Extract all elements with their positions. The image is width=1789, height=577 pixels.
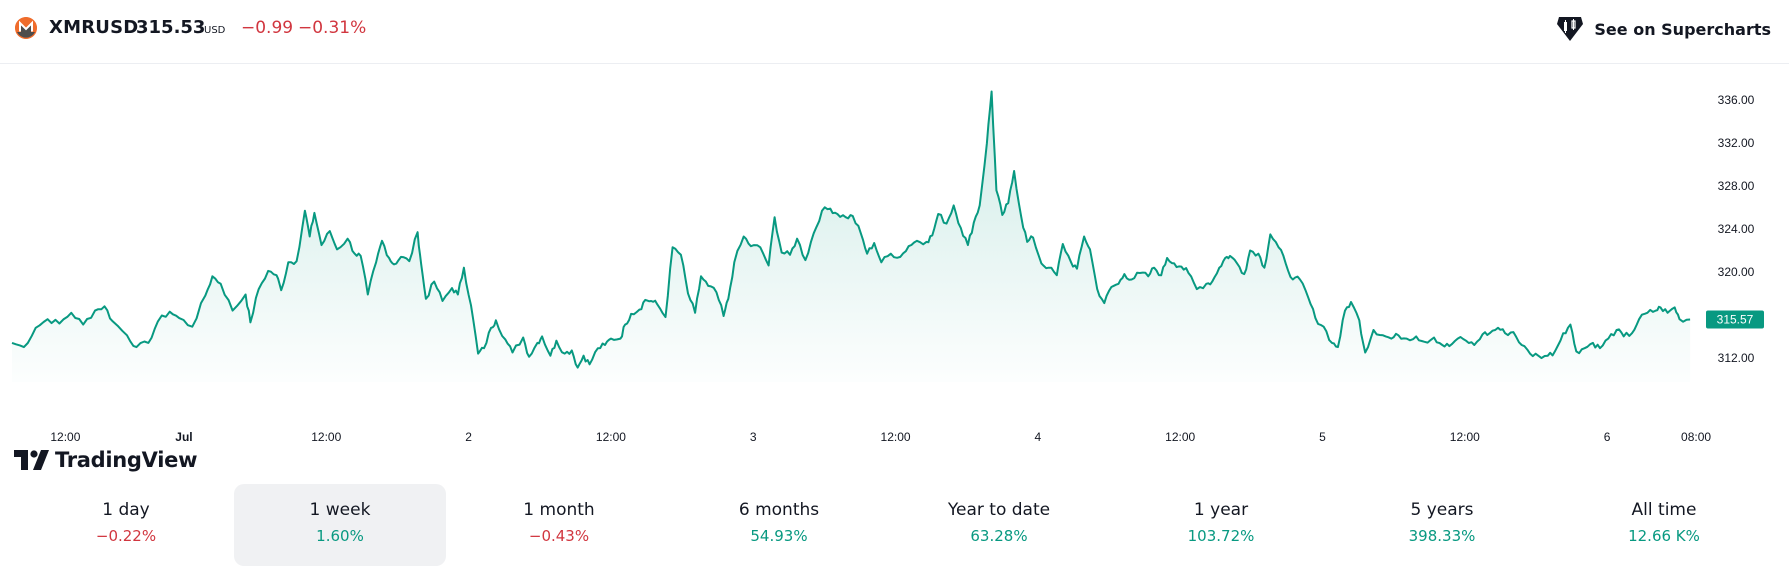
time-tick-label: 08:00 <box>1681 430 1711 444</box>
period-label: 1 month <box>523 500 595 520</box>
period-tab-1-month[interactable]: 1 month −0.43% <box>453 484 665 566</box>
period-change: −0.22% <box>95 527 157 545</box>
time-tick-label: 4 <box>1035 430 1042 444</box>
period-change: 12.66 K% <box>1628 527 1700 545</box>
period-change: −0.43% <box>528 527 590 545</box>
last-price: 315.53 <box>136 17 206 38</box>
time-tick-label: 12:00 <box>311 430 341 444</box>
period-change: 54.93% <box>750 527 808 545</box>
price-tick-label: 332.00 <box>1718 136 1755 150</box>
monero-logo-icon <box>15 17 37 39</box>
tradingview-logo-text: TradingView <box>55 448 198 472</box>
period-label: All time <box>1631 500 1697 520</box>
time-tick-label: 3 <box>750 430 757 444</box>
period-label: 1 year <box>1193 500 1249 520</box>
price-tick-label: 328.00 <box>1718 179 1755 193</box>
price-axis: 312.00316.00320.00324.00328.00332.00336.… <box>1718 93 1755 365</box>
last-price-tag <box>1706 310 1764 329</box>
period-tab-1-year[interactable]: 1 year 103.72% <box>1115 484 1327 566</box>
symbol-name: XMRUSD <box>49 17 139 38</box>
period-tab-year-to-date[interactable]: Year to date 63.28% <box>893 484 1105 566</box>
price-currency: USD <box>204 25 226 36</box>
period-label: 1 week <box>309 500 371 520</box>
price-tick-label: 324.00 <box>1718 222 1755 236</box>
period-change: 1.60% <box>316 527 364 545</box>
period-tabs: 1 day −0.22% 1 week 1.60% 1 month −0.43%… <box>13 484 1777 566</box>
price-tick-label: 336.00 <box>1718 93 1755 107</box>
price-change: −0.99 <box>241 18 294 38</box>
period-label: 6 months <box>738 500 820 520</box>
price-area <box>12 91 1691 382</box>
widget-header: XMRUSD 315.53 USD −0.99 −0.31% See on Su… <box>0 0 1789 64</box>
supercharts-icon <box>1557 17 1584 41</box>
period-label: 5 years <box>1410 500 1474 520</box>
period-change: 398.33% <box>1408 527 1476 545</box>
time-axis: 12:00 Jul 12:00 2 12:00 3 12:00 4 12:00 5 12:00 6 08… <box>50 430 1711 444</box>
price-chart[interactable]: 312.00316.00320.00324.00328.00332.00336.… <box>0 64 1789 472</box>
time-tick-label: 5 <box>1319 430 1326 444</box>
last-price-marker: 315.57 <box>1706 310 1764 329</box>
period-label: Year to date <box>947 500 1051 520</box>
time-tick-label: 12:00 <box>881 430 911 444</box>
price-change-percent: −0.31% <box>298 18 367 38</box>
period-tab-1-day[interactable]: 1 day −0.22% <box>20 484 232 566</box>
chart-canvas[interactable]: 312.00316.00320.00324.00328.00332.00336.… <box>0 64 1789 464</box>
last-price-label: 315.57 <box>1717 313 1754 327</box>
period-change: 63.28% <box>970 527 1028 545</box>
price-tick-label: 320.00 <box>1718 265 1755 279</box>
tradingview-logo[interactable]: TradingView <box>14 448 197 472</box>
time-tick-label: 12:00 <box>50 430 80 444</box>
time-tick-label: 12:00 <box>596 430 626 444</box>
period-label: 1 day <box>102 500 150 520</box>
time-tick-label: 2 <box>465 430 472 444</box>
supercharts-label: See on Supercharts <box>1594 19 1771 39</box>
tradingview-logo-icon <box>14 450 49 470</box>
time-tick-label: 6 <box>1604 430 1611 444</box>
time-tick-label: 12:00 <box>1165 430 1195 444</box>
time-tick-label: 12:00 <box>1450 430 1480 444</box>
period-tab-1-week[interactable]: 1 week 1.60% <box>234 484 446 566</box>
price-tick-label: 312.00 <box>1718 351 1755 365</box>
period-tab-6-months[interactable]: 6 months 54.93% <box>673 484 885 566</box>
period-tab-all-time[interactable]: All time 12.66 K% <box>1558 484 1770 566</box>
see-on-supercharts-link[interactable]: See on Supercharts <box>1555 14 1771 44</box>
period-tab-5-years[interactable]: 5 years 398.33% <box>1336 484 1548 566</box>
time-tick-label: Jul <box>175 430 192 444</box>
period-change: 103.72% <box>1187 527 1255 545</box>
price-line <box>11 90 1691 369</box>
